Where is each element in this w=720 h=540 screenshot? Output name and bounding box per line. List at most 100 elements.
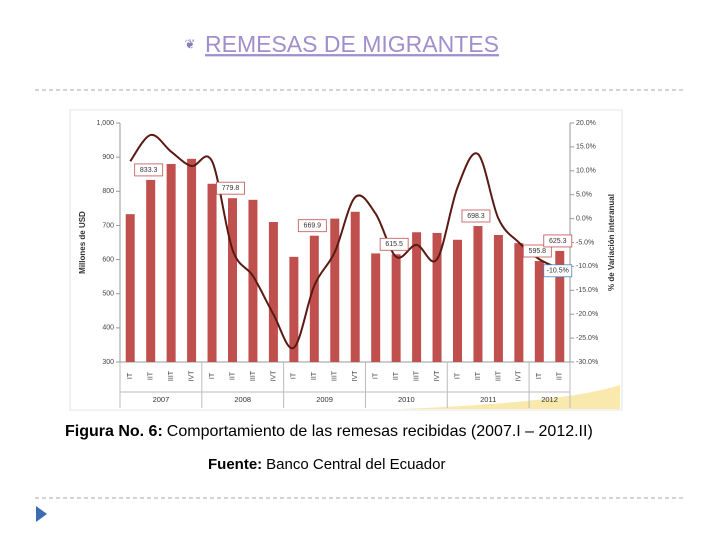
x-tick-label: IIT [148, 371, 155, 380]
group-label: 2009 [316, 395, 333, 404]
bar [534, 261, 544, 362]
y-tick-label: 400 [102, 325, 114, 332]
data-label-box [543, 264, 573, 278]
group-label: 2007 [153, 395, 170, 404]
bar [268, 222, 278, 362]
bar [432, 232, 442, 362]
data-label-text: 698.3 [467, 213, 485, 220]
y2-tick-label: -25.0% [576, 335, 598, 342]
bar [412, 232, 422, 362]
y2-tick-label: 0.0% [576, 215, 592, 222]
bar [493, 234, 503, 362]
y2-tick-label: 5.0% [576, 192, 592, 199]
x-tick-label: IIT [229, 371, 236, 380]
bar [228, 198, 237, 362]
data-label-text: 625.3 [549, 238, 567, 245]
x-tick-label: IVT [270, 370, 277, 382]
bar [350, 211, 360, 362]
caption: Figura No. 6: Comportamiento de las remes… [65, 423, 593, 440]
x-tick-label: IT [127, 372, 134, 379]
bar [166, 163, 176, 362]
data-label-box [216, 181, 245, 195]
bar [514, 243, 524, 362]
bar [207, 183, 217, 362]
data-label-box [134, 163, 164, 177]
source-text: Banco Central del Ecuador [266, 456, 445, 473]
y-tick-label: 300 [102, 359, 114, 366]
y-tick-label: 800 [102, 188, 114, 195]
x-tick-label: IT [536, 372, 543, 379]
data-label: 669.9 [297, 219, 327, 233]
y-tick-label: 600 [102, 256, 114, 263]
bar [289, 256, 299, 362]
x-tick-label: IIIT [332, 370, 339, 381]
y-tick-label: 900 [102, 154, 114, 161]
data-label-text: 833.3 [140, 167, 158, 174]
line [129, 133, 561, 350]
x-tick-label: IVT [188, 370, 195, 382]
x-tick-label: IIIT [495, 370, 502, 381]
data-label-text: 779.8 [222, 185, 240, 192]
x-tick-label: IIIT [168, 370, 175, 381]
bar [146, 179, 156, 362]
x-tick-label: IVT [434, 370, 441, 382]
bar [248, 199, 258, 362]
y-tick-label: 1,000 [96, 120, 114, 127]
data-label: 833.3 [134, 163, 164, 177]
x-tick-label: IVT [516, 370, 523, 382]
data-label: 615.5 [379, 237, 409, 251]
y2-tick-label: 15.0% [576, 144, 596, 151]
y2-tick-label: -30.0% [576, 359, 598, 366]
source: Fuente: Banco Central del Ecuador [208, 456, 445, 473]
bar [371, 253, 381, 362]
y-tick-label: 700 [102, 222, 114, 229]
bar [391, 254, 401, 362]
group-label: 2010 [398, 395, 415, 404]
bar [330, 218, 340, 362]
data-label: 625.3 [543, 234, 573, 248]
data-label-box [522, 244, 552, 258]
data-label-box [543, 234, 573, 248]
data-label-box [461, 209, 491, 223]
bar [453, 239, 462, 362]
y2-tick-label: -10.0% [576, 263, 598, 270]
data-label-text: 595.8 [529, 248, 547, 255]
source-label: Fuente: [208, 456, 262, 473]
decoration [400, 385, 620, 409]
y2-tick-label: 10.0% [576, 168, 596, 175]
data-label-box [297, 219, 327, 233]
nav-arrow [36, 506, 47, 522]
x-tick-label: IIT [393, 371, 400, 380]
y-axis-label: Millones de USD [78, 211, 87, 274]
group-label: 2011 [480, 395, 496, 404]
x-tick-label: IIIT [413, 370, 420, 381]
bar [125, 214, 135, 362]
data-label: 698.3 [461, 209, 491, 223]
x-tick-label: IIT [311, 371, 318, 380]
x-tick-label: IT [209, 372, 216, 379]
data-label: 595.8 [522, 244, 552, 258]
y2-tick-label: -15.0% [576, 287, 598, 294]
y2-tick-label: -20.0% [576, 311, 598, 318]
bullet: ❦ [185, 36, 196, 51]
data-label-text: -10.5% [547, 268, 569, 275]
data-label: -10.5% [543, 264, 573, 278]
y2-tick-label: 20.0% [576, 120, 596, 127]
x-tick-label: IVT [352, 370, 359, 382]
group-label: 2008 [234, 395, 251, 404]
y-tick-label: 500 [102, 291, 114, 298]
caption-text: Comportamiento de las remesas recibidas … [167, 423, 593, 440]
x-tick-label: IIT [475, 371, 482, 380]
x-tick-label: IIIT [250, 370, 257, 381]
chart-frame [69, 109, 623, 411]
plot: 300 400 500 600 700 800 900 1,000 -30.0% -25.0% -2… [78, 120, 616, 408]
bar [473, 226, 483, 362]
x-tick-label: IT [454, 372, 461, 379]
data-label: 779.8 [216, 181, 245, 195]
group-label: 2012 [541, 395, 558, 404]
x-tick-label: IT [291, 372, 298, 379]
caption-label: Figura No. 6: [65, 423, 163, 440]
data-label-box [379, 237, 409, 251]
slide-title: REMESAS DE MIGRANTES [205, 31, 499, 57]
bar [187, 158, 197, 362]
